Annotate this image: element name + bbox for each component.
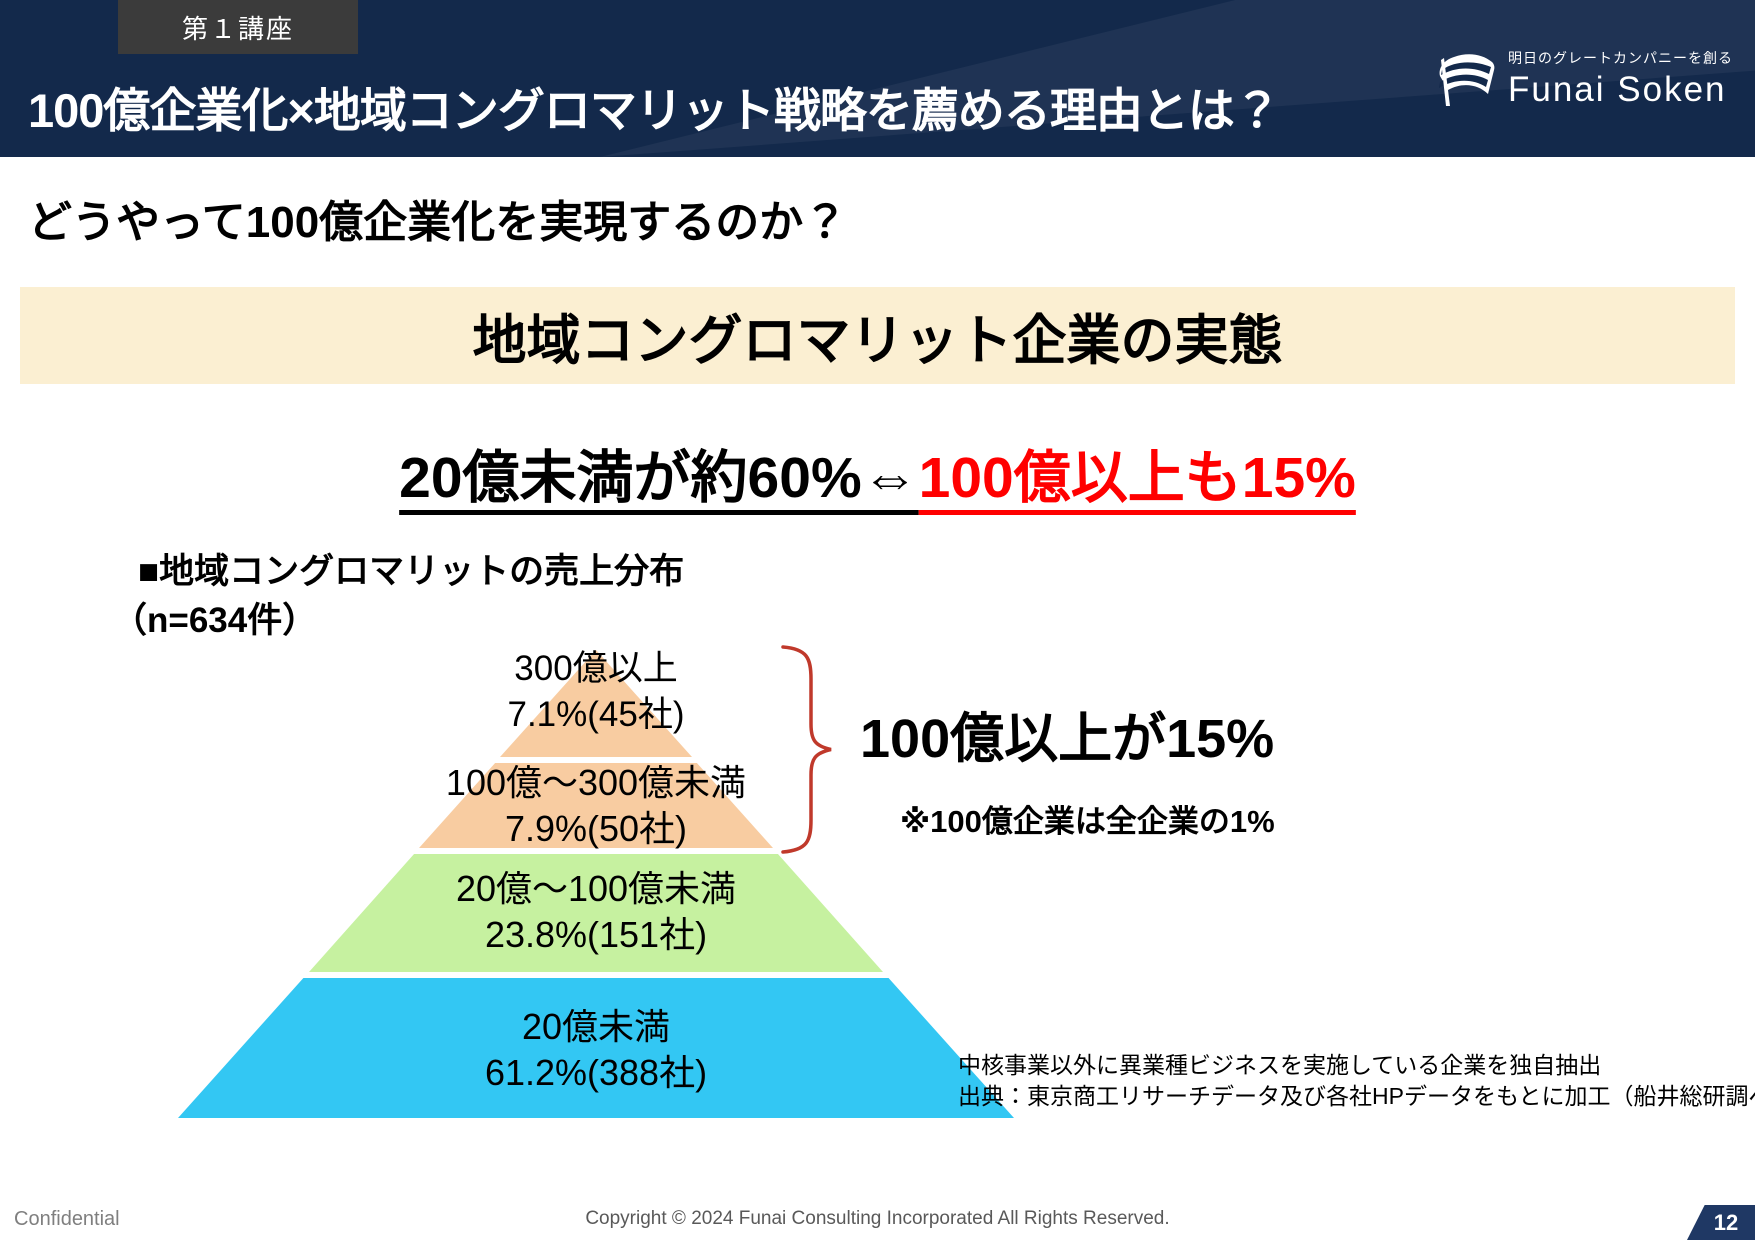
statement-red-part: 100億以上も15% [918, 446, 1356, 510]
pyramid-label-300oku-plus: 300億以上 7.1%(45社) [507, 649, 685, 734]
page-title: 100億企業化×地域コングロマリット戦略を薦める理由とは？ [28, 84, 1281, 137]
copyright-text: Copyright © 2024 Funai Consulting Incorp… [585, 1208, 1170, 1229]
brace-annotation: 100億以上が15% [860, 709, 1275, 769]
brace-note: ※100億企業は全企業の1% [900, 804, 1275, 839]
funai-logo-text: 明日のグレートカンパニーを創る Funai Soken [1508, 48, 1733, 110]
pyramid-label-100-300oku: 100億～300億未満 7.9%(50社) [445, 762, 747, 849]
chart-sample-size: （n=634件） [112, 601, 318, 640]
footnote-line-2: 出典：東京商工リサーチデータ及び各社HPデータをもとに加工（船井総研調べ） [958, 1083, 1755, 1109]
funai-logo-mark-icon [1434, 48, 1498, 115]
pyramid-layer-20-100oku [309, 854, 883, 972]
pyramid-label-under-20oku: 20億未満 61.2%(388社) [484, 1006, 708, 1093]
section-subtitle: どうやって100億企業化を実現するのか？ [28, 198, 848, 247]
logo-name: Funai Soken [1508, 70, 1727, 109]
key-statement: 20億未満が約60%⇔100億以上も15% [0, 432, 1755, 514]
header-band: 第１講座 100億企業化×地域コングロマリット戦略を薦める理由とは？ 明日のグレ… [0, 0, 1755, 157]
brace-icon [775, 642, 847, 857]
page-number: 12 [1713, 1209, 1739, 1235]
footnote-line-1: 中核事業以外に異業種ビジネスを実施している企業を独自抽出 [958, 1052, 1602, 1078]
logo-tagline: 明日のグレートカンパニーを創る [1508, 52, 1733, 67]
pyramid-label-20-100oku: 20億～100億未満 23.8%(151社) [455, 868, 737, 955]
banner-title: 地域コングロマリット企業の実態 [472, 311, 1283, 371]
lecture-tag: 第１講座 [118, 0, 358, 54]
confidential-label: Confidential [14, 1208, 120, 1230]
lecture-tag-label: 第１講座 [181, 13, 294, 44]
funai-soken-logo: 明日のグレートカンパニーを創る Funai Soken [1434, 48, 1733, 115]
highlight-banner: 地域コングロマリット企業の実態 [20, 287, 1735, 384]
statement-black-part: 20億未満が約60%⇔ [399, 446, 919, 510]
pyramid-layer-under-20oku [178, 978, 1014, 1118]
footnotes: 中核事業以外に異業種ビジネスを実施している企業を独自抽出 出典：東京商工リサーチ… [958, 1050, 1755, 1112]
chart-heading: ■地域コングロマリットの売上分布 [138, 552, 685, 591]
